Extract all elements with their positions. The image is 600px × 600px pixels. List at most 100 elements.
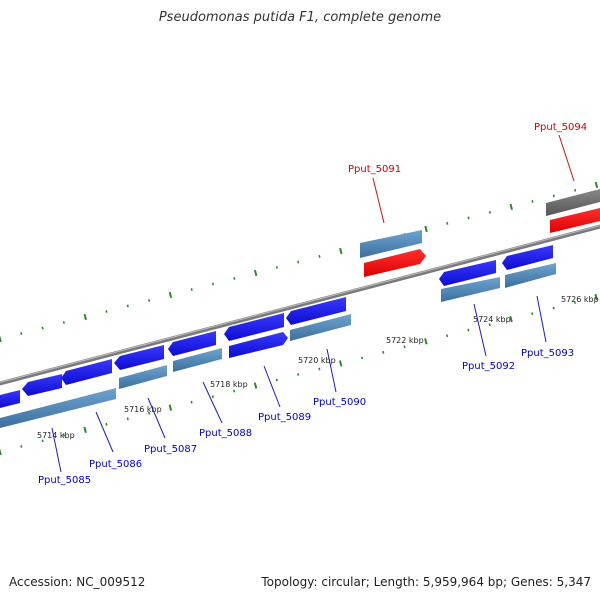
gene-5094-arrow	[550, 208, 600, 233]
minor-tick	[552, 306, 555, 310]
gene-pput-5093[interactable]	[502, 245, 553, 270]
gene-label-5087[interactable]: Pput_5087	[144, 444, 197, 455]
minor-tick	[574, 189, 577, 192]
major-tick	[0, 335, 2, 343]
tick-label-5714: 5714 kbp	[37, 431, 75, 440]
gene-label-5091[interactable]: Pput_5091	[348, 164, 401, 175]
minor-tick	[147, 411, 151, 415]
major-tick	[424, 338, 428, 345]
accession-text: Accession: NC_009512	[9, 575, 146, 589]
tick-label-5726: 5726 kbp	[561, 295, 599, 304]
minor-tick	[297, 373, 300, 376]
leader-5093	[536, 295, 547, 343]
minor-tick	[41, 439, 44, 443]
leader-lines	[51, 295, 547, 473]
minor-tick	[20, 445, 23, 448]
minor-tick	[211, 282, 215, 286]
tick-label-5716: 5716 kbp	[124, 405, 162, 414]
cds-bar	[441, 277, 500, 302]
cds-bar	[505, 263, 556, 288]
gene-5089-arrow	[168, 331, 216, 356]
cds-bar	[290, 314, 351, 341]
gene-pput-5090[interactable]	[224, 313, 284, 341]
minor-tick	[318, 367, 321, 371]
major-tick	[594, 293, 598, 301]
major-tick	[168, 291, 173, 299]
leader-5086	[95, 411, 114, 453]
minor-tick	[190, 288, 193, 291]
minor-tick	[382, 350, 385, 354]
cds-bar	[173, 348, 222, 372]
gene-5091b-arrow	[286, 297, 346, 325]
gene-pput-5086[interactable]	[22, 374, 62, 396]
gene-pput-5092[interactable]	[439, 260, 496, 286]
major-tick	[338, 360, 343, 367]
minor-tick	[126, 304, 129, 308]
gene-label-5085[interactable]: Pput_5085	[38, 475, 91, 486]
major-tick	[253, 382, 258, 389]
gene-label-5089[interactable]: Pput_5089	[258, 412, 311, 423]
gene-label-5088[interactable]: Pput_5088	[199, 428, 252, 439]
gene-label-5092[interactable]: Pput_5092	[462, 361, 515, 372]
minor-tick	[275, 266, 278, 269]
gene-pput-5088-lower[interactable]	[229, 332, 288, 358]
minor-tick	[126, 417, 129, 421]
minor-tick	[531, 312, 534, 315]
leader-5087	[147, 397, 166, 439]
gene-label-5090[interactable]: Pput_5090	[313, 397, 366, 408]
leader-lines-red	[372, 134, 575, 224]
gene-pput-5089[interactable]	[168, 331, 216, 356]
cds-bar	[119, 365, 167, 389]
minor-tick	[41, 326, 44, 330]
minor-tick	[467, 328, 470, 332]
minor-tick	[62, 434, 65, 437]
gene-5085-arrow	[0, 390, 20, 408]
minor-tick	[275, 378, 278, 382]
gene-label-5086[interactable]: Pput_5086	[89, 459, 142, 470]
major-tick	[168, 404, 173, 411]
gene-5088b-arrow	[229, 332, 288, 358]
tick-label-5722: 5722 kbp	[386, 336, 424, 345]
major-tick	[0, 448, 2, 456]
gene-pput-5088[interactable]	[114, 345, 164, 370]
minor-tick	[62, 321, 65, 324]
gene-label-5093[interactable]: Pput_5093	[521, 348, 574, 359]
gene-pput-5085[interactable]	[0, 390, 20, 408]
map-title: Pseudomonas putida F1, complete genome	[158, 10, 442, 25]
minor-tick	[20, 332, 23, 335]
minor-tick	[318, 255, 321, 258]
minor-tick	[233, 277, 236, 280]
minor-tick	[211, 395, 214, 399]
grey-feature	[546, 189, 600, 216]
tick-label-5724: 5724 kbp	[473, 315, 511, 324]
minor-tick	[297, 260, 300, 264]
genome-backbone	[0, 224, 600, 386]
tick-label-5718: 5718 kbp	[210, 380, 248, 389]
minor-tick	[190, 400, 193, 404]
major-tick	[509, 203, 513, 211]
gene-pput-5091[interactable]	[364, 249, 426, 277]
gene-5092-arrow	[439, 260, 496, 286]
gene-pput-5094[interactable]	[550, 208, 600, 233]
gene-label-5094[interactable]: Pput_5094	[534, 122, 587, 133]
topology-summary: Topology: circular; Length: 5,959,964 bp…	[261, 575, 591, 589]
minor-tick	[148, 299, 151, 302]
gene-5093-arrow	[502, 245, 553, 270]
minor-tick	[105, 422, 108, 426]
leader-5094	[558, 134, 575, 182]
minor-tick	[573, 301, 576, 304]
gene-5091-arrow	[364, 249, 426, 277]
minor-tick	[488, 323, 491, 327]
leader-5085	[51, 427, 62, 473]
cds-bar	[360, 230, 422, 258]
minor-tick	[360, 356, 364, 360]
major-tick	[424, 225, 428, 233]
gene-pput-5087[interactable]	[61, 359, 112, 385]
gene-5086-arrow	[22, 374, 62, 396]
gene-pput-5091-upper[interactable]	[286, 297, 346, 325]
major-tick	[509, 315, 513, 323]
major-tick	[594, 181, 599, 189]
minor-tick	[403, 345, 406, 349]
major-tick	[253, 269, 258, 277]
